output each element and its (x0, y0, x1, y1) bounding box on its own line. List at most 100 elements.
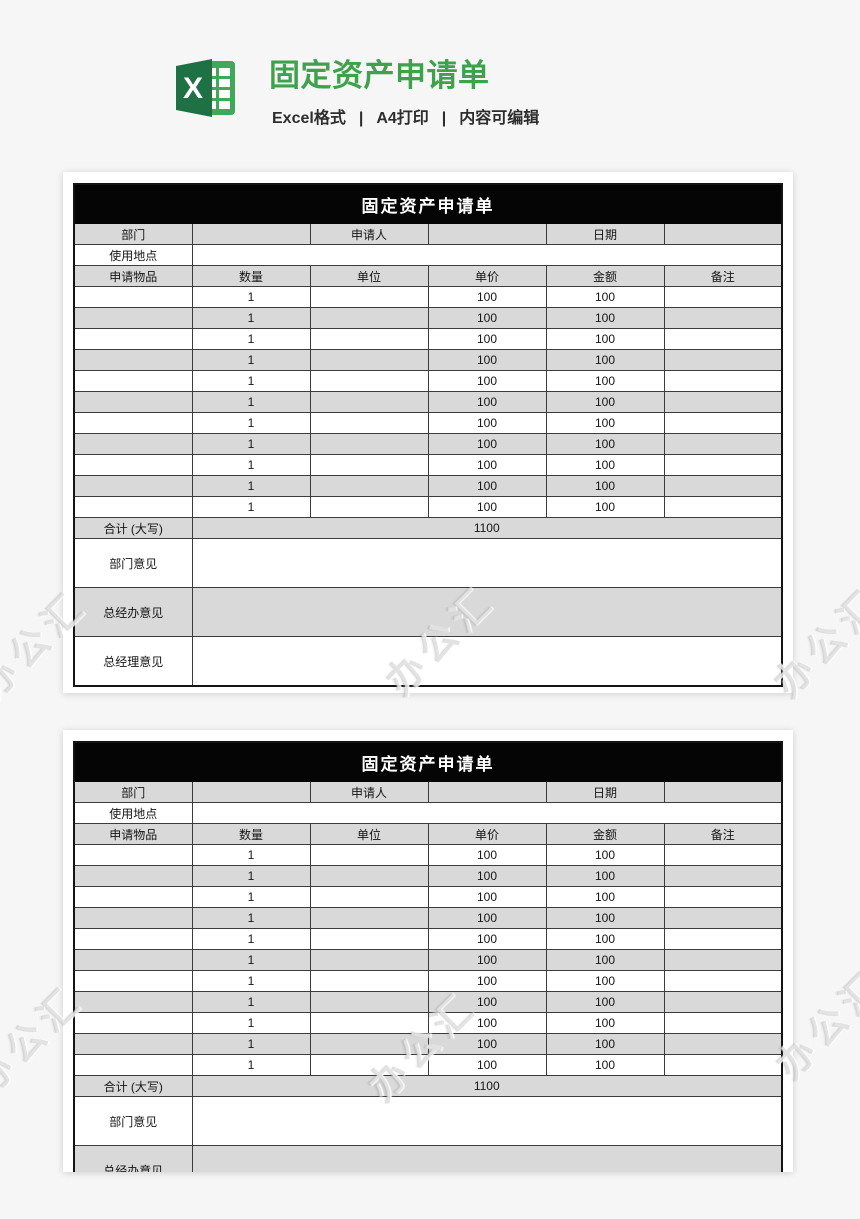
table-row: 总经理意见 (73, 636, 783, 687)
opinion-label: 总经办意见 (73, 1145, 193, 1172)
item-price-cell: 100 (427, 991, 547, 1013)
item-unit-cell (309, 454, 429, 476)
opinion-label: 总经理意见 (73, 636, 193, 687)
item-price-cell: 100 (427, 475, 547, 497)
item-qty-cell: 1 (191, 1054, 311, 1076)
table-row: 使用地点 (73, 244, 783, 266)
date-label: 日期 (545, 223, 665, 245)
item-qty-cell: 1 (191, 391, 311, 413)
item-price-cell: 100 (427, 433, 547, 455)
item-unit-cell (309, 475, 429, 497)
table-row: 部门意见 (73, 1096, 783, 1146)
item-name-cell (73, 349, 193, 371)
applicant-value (427, 781, 547, 803)
location-label: 使用地点 (73, 244, 193, 266)
table-row: 1 100 100 (73, 928, 783, 950)
item-amount-cell: 100 (545, 1012, 665, 1034)
item-name-cell (73, 391, 193, 413)
item-price-cell: 100 (427, 970, 547, 992)
item-unit-cell (309, 865, 429, 887)
item-unit-cell (309, 949, 429, 971)
opinion-value (191, 1096, 783, 1146)
item-note-cell (663, 970, 783, 992)
item-note-cell (663, 1012, 783, 1034)
table-row: 1 100 100 (73, 1012, 783, 1034)
location-value (191, 802, 783, 824)
item-note-cell (663, 370, 783, 392)
item-price-cell: 100 (427, 307, 547, 329)
item-qty-cell: 1 (191, 349, 311, 371)
date-label: 日期 (545, 781, 665, 803)
item-name-cell (73, 1012, 193, 1034)
item-amount-cell: 100 (545, 433, 665, 455)
item-note-cell (663, 307, 783, 329)
item-amount-cell: 100 (545, 496, 665, 518)
subtitle-editable: 内容可编辑 (459, 110, 540, 127)
item-qty-cell: 1 (191, 844, 311, 866)
item-name-cell (73, 865, 193, 887)
column-header: 单位 (309, 823, 429, 845)
table-row: 1 100 100 (73, 991, 783, 1013)
item-unit-cell (309, 1033, 429, 1055)
page-title: 固定资产申请单 (269, 58, 490, 93)
page-subtitle: Excel格式 | A4打印 | 内容可编辑 (272, 104, 539, 128)
item-note-cell (663, 865, 783, 887)
item-note-cell (663, 391, 783, 413)
opinion-label: 总经办意见 (73, 587, 193, 637)
table-row: 1 100 100 (73, 433, 783, 455)
item-amount-cell: 100 (545, 328, 665, 350)
column-header: 单价 (427, 823, 547, 845)
table-row: 1 100 100 (73, 328, 783, 350)
item-price-cell: 100 (427, 391, 547, 413)
item-name-cell (73, 286, 193, 308)
opinion-value (191, 587, 783, 637)
item-note-cell (663, 1033, 783, 1055)
total-label: 合计 (大写) (73, 517, 193, 539)
item-price-cell: 100 (427, 349, 547, 371)
item-qty-cell: 1 (191, 1033, 311, 1055)
item-amount-cell: 100 (545, 475, 665, 497)
item-amount-cell: 100 (545, 991, 665, 1013)
item-name-cell (73, 928, 193, 950)
table-row: 总经办意见 (73, 1145, 783, 1172)
item-name-cell (73, 886, 193, 908)
item-unit-cell (309, 433, 429, 455)
item-unit-cell (309, 286, 429, 308)
item-note-cell (663, 328, 783, 350)
table-row: 1 100 100 (73, 844, 783, 866)
applicant-label: 申请人 (309, 223, 429, 245)
item-amount-cell: 100 (545, 928, 665, 950)
table-row: 使用地点 (73, 802, 783, 824)
subtitle-print: A4打印 (376, 110, 429, 127)
column-header: 金额 (545, 823, 665, 845)
table-row: 固定资产申请单 (73, 741, 783, 782)
item-name-cell (73, 454, 193, 476)
column-header: 备注 (663, 265, 783, 287)
item-name-cell (73, 328, 193, 350)
applicant-value (427, 223, 547, 245)
dept-label: 部门 (73, 223, 193, 245)
table-row: 1 100 100 (73, 391, 783, 413)
item-amount-cell: 100 (545, 844, 665, 866)
table-row: 合计 (大写) 1100 (73, 1075, 783, 1097)
template-preview-card-1[interactable]: 固定资产申请单 部门 申请人 日期 使用地点 申请物品 数量 单位 单价 金额 备注 1 100 100 1… (63, 172, 793, 693)
total-label: 合计 (大写) (73, 1075, 193, 1097)
item-qty-cell: 1 (191, 1012, 311, 1034)
table-row: 合计 (大写) 1100 (73, 517, 783, 539)
item-unit-cell (309, 307, 429, 329)
subtitle-separator: | (358, 110, 364, 127)
table-row: 申请物品 数量 单位 单价 金额 备注 (73, 823, 783, 845)
item-qty-cell: 1 (191, 454, 311, 476)
item-price-cell: 100 (427, 1012, 547, 1034)
item-price-cell: 100 (427, 286, 547, 308)
item-note-cell (663, 286, 783, 308)
item-amount-cell: 100 (545, 886, 665, 908)
item-unit-cell (309, 1012, 429, 1034)
item-amount-cell: 100 (545, 949, 665, 971)
table-row: 1 100 100 (73, 307, 783, 329)
table-row: 1 100 100 (73, 1033, 783, 1055)
opinion-value (191, 1145, 783, 1172)
item-amount-cell: 100 (545, 349, 665, 371)
item-price-cell: 100 (427, 865, 547, 887)
template-preview-card-2[interactable]: 固定资产申请单 部门 申请人 日期 使用地点 申请物品 数量 单位 单价 金额 备注 1 100 100 1… (63, 730, 793, 1172)
